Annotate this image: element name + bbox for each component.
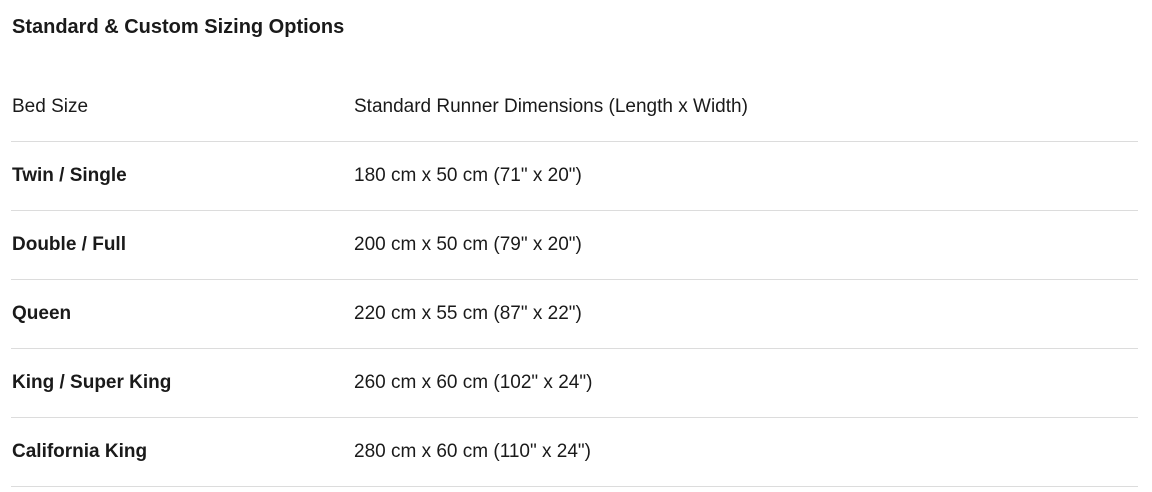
dimensions-cell: 280 cm x 60 cm (110" x 24") xyxy=(354,417,1138,487)
header-bed-size: Bed Size xyxy=(11,73,354,142)
dimensions-cell: 260 cm x 60 cm (102" x 24") xyxy=(354,348,1138,418)
dimensions-cell: 180 cm x 50 cm (71" x 20") xyxy=(354,141,1138,211)
bed-size-cell: Double / Full xyxy=(11,210,354,280)
bed-size-cell: Twin / Single xyxy=(11,141,354,211)
header-dimensions: Standard Runner Dimensions (Length x Wid… xyxy=(354,73,1138,142)
table-row: Double / Full 200 cm x 50 cm (79" x 20") xyxy=(11,210,1138,280)
bed-size-cell: Queen xyxy=(11,279,354,349)
section-title: Standard & Custom Sizing Options xyxy=(12,16,345,38)
table-header-row: Bed Size Standard Runner Dimensions (Len… xyxy=(11,73,1138,142)
bed-size-cell: California King xyxy=(11,417,354,487)
table-row: Twin / Single 180 cm x 50 cm (71" x 20") xyxy=(11,141,1138,211)
table-row: California King 280 cm x 60 cm (110" x 24… xyxy=(11,417,1138,487)
bed-size-cell: King / Super King xyxy=(11,348,354,418)
table-row: King / Super King 260 cm x 60 cm (102" x … xyxy=(11,348,1138,418)
table-row: Queen 220 cm x 55 cm (87" x 22") xyxy=(11,279,1138,349)
sizing-table: Bed Size Standard Runner Dimensions (Len… xyxy=(11,73,1138,487)
dimensions-cell: 220 cm x 55 cm (87" x 22") xyxy=(354,279,1138,349)
dimensions-cell: 200 cm x 50 cm (79" x 20") xyxy=(354,210,1138,280)
